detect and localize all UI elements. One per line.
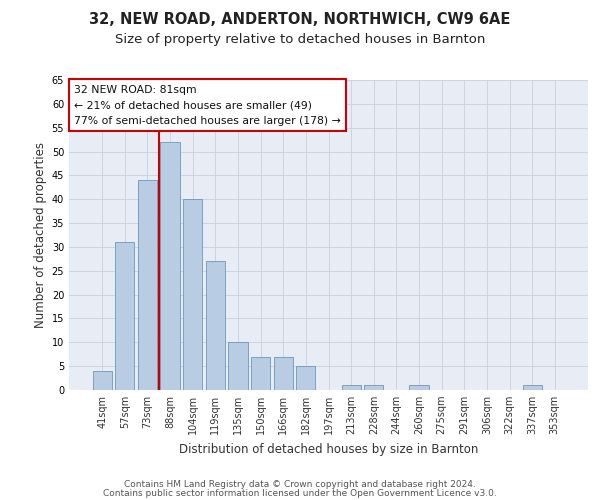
Y-axis label: Number of detached properties: Number of detached properties: [34, 142, 47, 328]
Bar: [409, 385, 428, 390]
Text: 32, NEW ROAD, ANDERTON, NORTHWICH, CW9 6AE: 32, NEW ROAD, ANDERTON, NORTHWICH, CW9 6…: [89, 12, 511, 28]
Bar: [92, 371, 112, 390]
X-axis label: Distribution of detached houses by size in Barnton: Distribution of detached houses by size …: [179, 442, 478, 456]
Bar: [183, 199, 202, 390]
Bar: [138, 180, 157, 390]
Bar: [341, 385, 361, 390]
Bar: [296, 366, 316, 390]
Bar: [206, 261, 225, 390]
Text: 32 NEW ROAD: 81sqm
← 21% of detached houses are smaller (49)
77% of semi-detache: 32 NEW ROAD: 81sqm ← 21% of detached hou…: [74, 84, 341, 126]
Text: Contains HM Land Registry data © Crown copyright and database right 2024.: Contains HM Land Registry data © Crown c…: [124, 480, 476, 489]
Bar: [274, 356, 293, 390]
Text: Contains public sector information licensed under the Open Government Licence v3: Contains public sector information licen…: [103, 488, 497, 498]
Text: Size of property relative to detached houses in Barnton: Size of property relative to detached ho…: [115, 32, 485, 46]
Bar: [115, 242, 134, 390]
Bar: [523, 385, 542, 390]
Bar: [364, 385, 383, 390]
Bar: [160, 142, 180, 390]
Bar: [229, 342, 248, 390]
Bar: [251, 356, 270, 390]
